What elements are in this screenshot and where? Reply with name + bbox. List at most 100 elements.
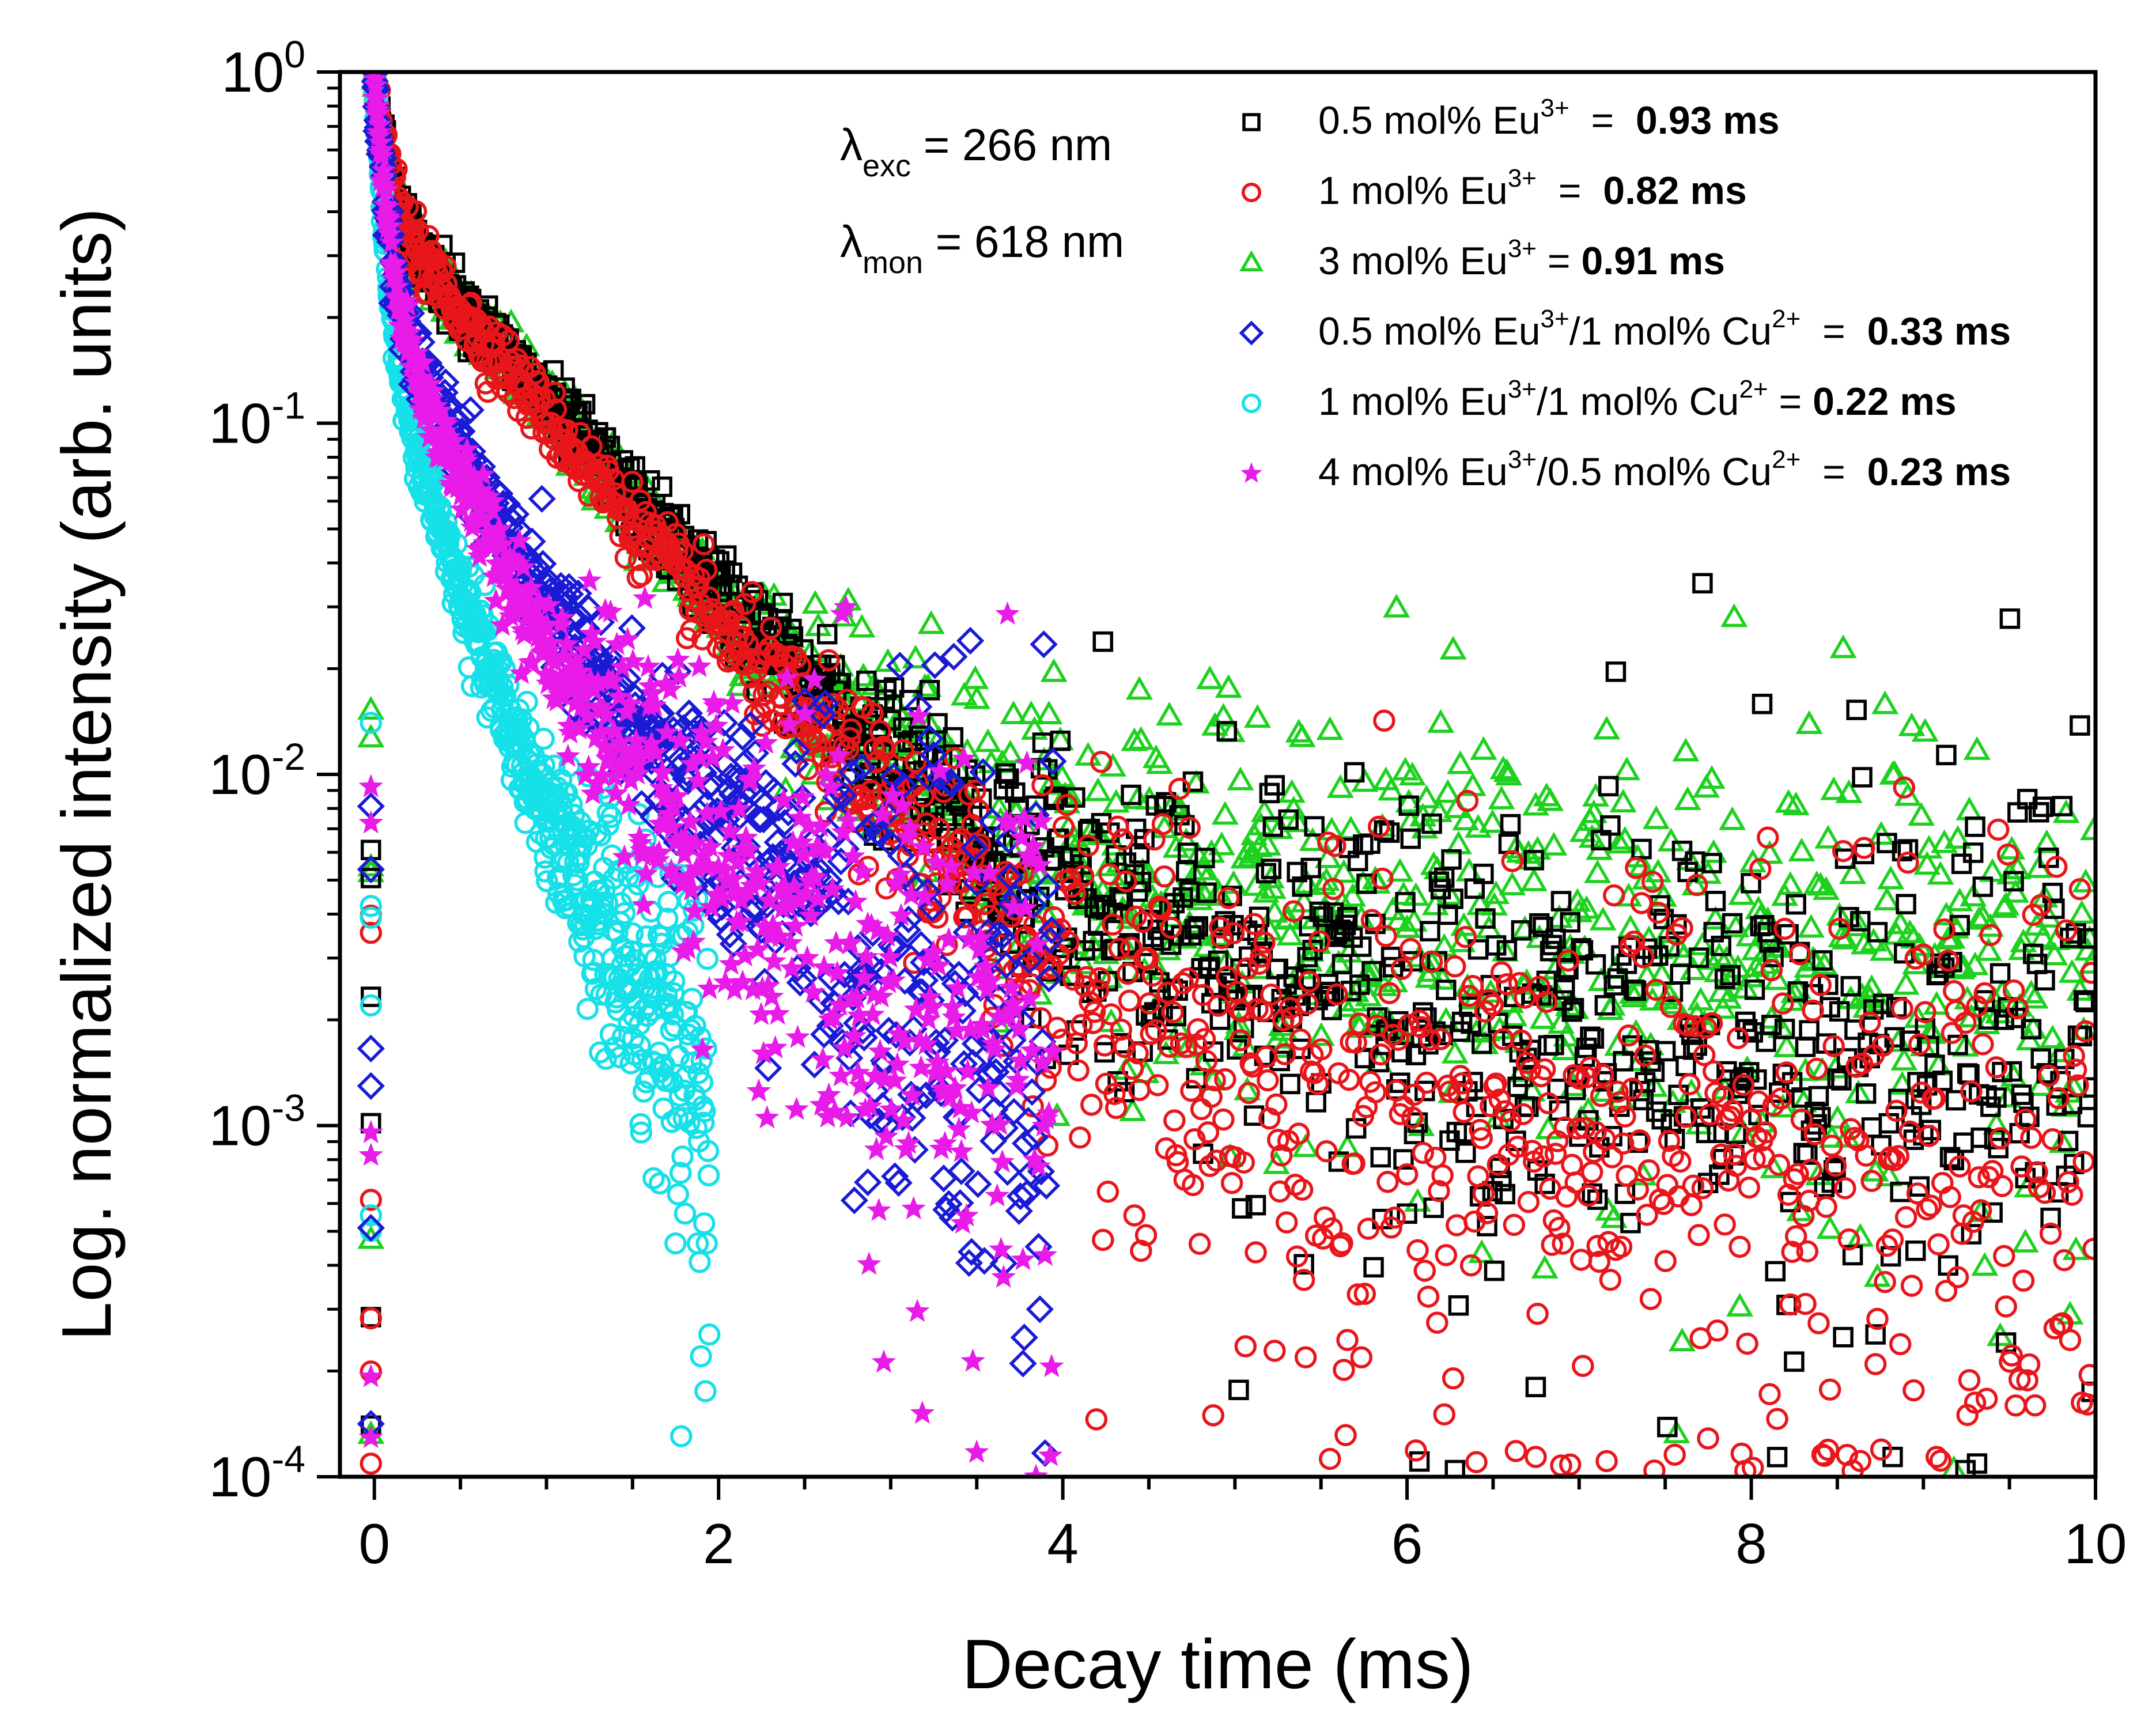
data-point (969, 758, 997, 786)
data-point (1333, 1359, 1355, 1381)
data-point (2073, 990, 2094, 1011)
data-point (1459, 1254, 1482, 1277)
data-point (420, 379, 445, 402)
data-point (943, 727, 964, 748)
data-point (1005, 782, 1026, 803)
data-point (1314, 986, 1335, 1007)
data-point (1398, 762, 1426, 786)
data-point (2064, 1058, 2087, 1081)
data-point (983, 921, 1011, 949)
data-point (591, 902, 614, 925)
data-point (1441, 849, 1462, 870)
data-point (522, 552, 550, 580)
data-point (1382, 1023, 1404, 1046)
data-point (1156, 792, 1177, 813)
data-point (555, 743, 581, 767)
data-point (1719, 806, 1746, 830)
data-point (1448, 1295, 1469, 1316)
data-point (1706, 1319, 1728, 1342)
data-point (1569, 1249, 1593, 1271)
data-point (978, 905, 1001, 927)
data-point (1749, 857, 1772, 880)
data-point (2061, 1183, 2083, 1206)
data-point (1897, 851, 1919, 874)
data-point (583, 629, 607, 653)
data-point (432, 368, 460, 396)
data-point (860, 671, 888, 695)
data-point (1193, 933, 1220, 957)
data-point (810, 1020, 838, 1049)
data-point (1190, 1098, 1213, 1121)
data-point (839, 983, 867, 1012)
data-point (2077, 1107, 2096, 1128)
data-point (911, 966, 939, 994)
data-point (589, 763, 615, 786)
data-point (1276, 921, 1304, 946)
data-point (1537, 787, 1564, 811)
data-point (1988, 1137, 2009, 1159)
data-point (1111, 828, 1134, 851)
data-point (1850, 931, 1878, 955)
data-point (2021, 985, 2049, 1009)
data-point (1814, 825, 1842, 849)
data-point (1746, 1069, 1767, 1090)
data-point (668, 1084, 691, 1107)
data-point (471, 507, 497, 531)
data-point (1853, 837, 1875, 859)
data-point (664, 1232, 687, 1255)
data-point (1461, 1013, 1481, 1034)
data-point (1223, 914, 1244, 936)
data-point (1175, 1035, 1198, 1058)
data-point (1100, 1003, 1122, 1026)
data-point (598, 599, 623, 623)
data-point (1090, 751, 1113, 773)
data-point (1645, 978, 1667, 1001)
data-point (1304, 816, 1325, 837)
data-point (1610, 1235, 1633, 1258)
data-point (1807, 1312, 1830, 1334)
data-point (1783, 1168, 1806, 1190)
data-point (1469, 1118, 1491, 1141)
data-point (1971, 1252, 1999, 1276)
data-point (2044, 898, 2065, 919)
data-point (567, 716, 592, 740)
data-point (1565, 1079, 1586, 1101)
data-point (1170, 1032, 1193, 1055)
data-point (1786, 894, 1806, 915)
data-point (669, 1162, 692, 1184)
data-point (906, 771, 929, 793)
data-point (1886, 910, 1914, 935)
data-point (2066, 923, 2086, 944)
data-point (1204, 1069, 1226, 1092)
data-point (553, 847, 576, 870)
data-point (1211, 801, 1239, 825)
data-point (1166, 1005, 1187, 1027)
data-point (1478, 809, 1506, 833)
data-point (1035, 700, 1063, 724)
data-point (435, 510, 458, 534)
data-point (1413, 784, 1440, 808)
data-point (1839, 860, 1867, 884)
data-point (1834, 1177, 1856, 1200)
data-point (560, 793, 583, 816)
data-point (689, 720, 714, 744)
data-point (1506, 1135, 1529, 1158)
data-point (1121, 784, 1141, 806)
data-point (1954, 1011, 1977, 1034)
data-point (1588, 1250, 1611, 1273)
data-point (1695, 1016, 1718, 1039)
data-point (1386, 858, 1414, 882)
data-point (1658, 1129, 1681, 1152)
data-point (1397, 1014, 1420, 1037)
data-point (1691, 1177, 1714, 1200)
data-point (1500, 814, 1521, 835)
data-point (1526, 1302, 1549, 1325)
data-point (1162, 1001, 1184, 1024)
data-point (1145, 750, 1173, 774)
data-point (445, 532, 468, 555)
data-point (693, 1212, 716, 1235)
data-point (1584, 859, 1612, 883)
data-point (918, 894, 947, 922)
data-point (1035, 965, 1063, 993)
data-point (997, 739, 1024, 764)
